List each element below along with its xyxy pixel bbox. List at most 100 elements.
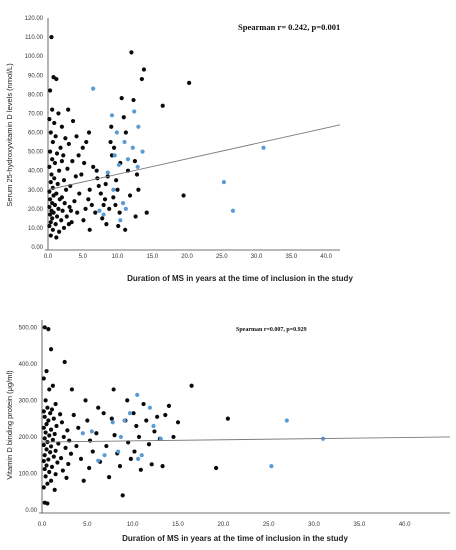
data-point-black: [44, 422, 49, 427]
data-point-black: [48, 427, 54, 432]
data-point-black: [96, 405, 101, 410]
y-tick-label: 50.00: [28, 150, 44, 156]
data-point-black: [129, 50, 134, 55]
data-point-black: [86, 130, 92, 135]
data-point-black: [94, 168, 99, 173]
data-point-blue: [122, 418, 127, 423]
data-point-black: [77, 191, 82, 196]
data-point-black: [139, 76, 144, 82]
data-point-black: [46, 418, 51, 423]
data-point-black: [86, 197, 91, 202]
data-point-black: [74, 134, 79, 139]
data-point-black: [149, 462, 154, 467]
data-point-black: [85, 418, 90, 423]
data-point-black: [47, 117, 52, 122]
data-point-blue: [112, 153, 117, 158]
regression-line: [41, 436, 451, 443]
data-point-blue: [158, 436, 163, 441]
y-tick-label: 40.00: [28, 169, 44, 175]
data-point-blue: [114, 130, 119, 135]
data-point-black: [133, 214, 138, 219]
data-point-black: [136, 434, 142, 440]
y-tick-label: 70.00: [28, 111, 44, 117]
data-point-black: [54, 76, 59, 82]
data-point-blue: [122, 139, 127, 145]
data-point-black: [43, 430, 48, 435]
data-point-black: [54, 214, 60, 219]
data-point-black: [75, 210, 80, 215]
data-point-black: [81, 478, 86, 483]
data-point-black: [58, 145, 63, 150]
data-point-black: [56, 441, 61, 446]
x-tick-label: 35.0: [285, 254, 297, 260]
data-point-black: [113, 202, 118, 208]
data-point-black: [46, 327, 51, 332]
data-point-black: [55, 460, 60, 465]
data-point-blue: [105, 170, 110, 175]
data-point-black: [48, 347, 54, 352]
data-point-blue: [132, 109, 137, 114]
data-point-black: [49, 172, 54, 177]
data-point-blue: [96, 458, 101, 463]
data-point-blue: [97, 208, 102, 213]
data-point-black: [132, 159, 138, 164]
x-tick-label: 0.0: [38, 522, 47, 528]
data-point-black: [103, 181, 108, 187]
data-point-black: [144, 418, 149, 423]
data-point-black: [52, 487, 57, 493]
data-point-black: [42, 466, 47, 472]
x-ticks: 0.0 5.0 10.0 15.0 20.0 25.0 30.0 35.0 40.0: [44, 254, 333, 260]
data-point-black: [48, 450, 53, 455]
data-point-black: [61, 153, 66, 158]
spearman-annotation: Spearman r=0.007, p=0.929: [236, 327, 307, 333]
data-point-black: [58, 456, 64, 461]
data-point-black: [131, 411, 136, 416]
data-point-black: [74, 443, 79, 449]
data-point-black: [141, 67, 147, 72]
data-point-black: [41, 425, 46, 430]
y-tick-label: 10.00: [28, 226, 44, 232]
data-point-black: [87, 438, 93, 443]
data-point-black: [108, 139, 113, 145]
data-point-black: [59, 218, 64, 223]
x-tick-label: 35.0: [353, 522, 365, 528]
x-tick-label: 10.0: [127, 522, 139, 528]
data-point-black: [69, 387, 75, 392]
data-point-black: [101, 411, 106, 416]
data-point-black: [102, 197, 108, 202]
data-point-black: [42, 436, 47, 441]
data-point-black: [56, 111, 61, 116]
data-point-black: [54, 423, 59, 429]
data-point-black: [49, 34, 54, 40]
data-point-black: [146, 442, 152, 447]
data-point-black: [54, 235, 59, 240]
data-point-black: [59, 420, 65, 425]
y-tick-label: 400.00: [19, 362, 38, 368]
data-point-black: [42, 414, 47, 419]
y-tick-label: 300.00: [19, 398, 38, 404]
data-point-black: [117, 210, 122, 215]
data-point-black: [160, 103, 165, 108]
chart-top: 0.00 10.00 20.00 30.00 40.00 50.00 60.00 70.00 8…: [5, 16, 353, 283]
data-point-black: [70, 118, 76, 124]
data-point-black: [45, 405, 50, 410]
data-point-black: [127, 193, 133, 198]
data-point-blue: [151, 423, 156, 429]
data-point-black: [114, 178, 119, 183]
chart-bottom: 0.00 100.00 200.00 300.00 400.00 500.00 0.0 5.…: [5, 320, 451, 543]
data-point-black: [50, 157, 55, 162]
spearman-annotation: Spearman r= 0.242, p=0.001: [238, 22, 340, 32]
data-point-black: [52, 120, 57, 126]
data-point-black: [71, 412, 76, 418]
data-point-black: [48, 130, 53, 135]
data-point-black: [106, 475, 112, 480]
data-point-black: [57, 229, 62, 234]
data-points: [47, 34, 266, 240]
x-axis-label: Duration of MS in years at the time of i…: [127, 274, 353, 283]
data-point-black: [225, 416, 230, 421]
data-point-black: [123, 130, 128, 135]
data-point-black: [59, 124, 65, 129]
data-point-black: [48, 233, 53, 238]
y-tick-label: 500.00: [19, 325, 38, 331]
y-tick-label: 200.00: [19, 435, 38, 441]
